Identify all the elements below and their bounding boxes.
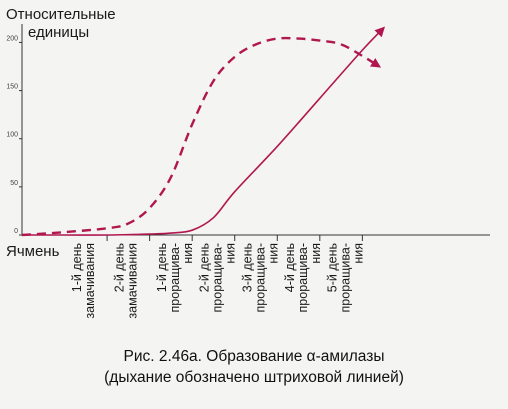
x-tick-label: 2-й день замачивания — [113, 243, 140, 319]
x-tick-label-line: ния — [224, 243, 238, 264]
x-tick-label-line: проращива- — [296, 243, 310, 312]
y-tick-label: 50 — [10, 180, 18, 187]
y-tick-label: 100 — [6, 132, 18, 139]
x-tick-label: 5-й день проращива-ния — [325, 243, 365, 312]
x-tick-label-line: 2-й день — [198, 243, 212, 292]
x-tick-label-line: 2-й день — [113, 243, 127, 292]
x-tick-label-line: проращива- — [168, 243, 182, 312]
x-tick-label-line: проращива- — [253, 243, 267, 312]
x-tick-label: 1-й день проращива-ния — [155, 243, 195, 312]
x-tick-label-line: проращива- — [211, 243, 225, 312]
respiration-dashed-line — [21, 36, 382, 237]
x-tick-label-line: проращива- — [338, 243, 352, 312]
y-axis-title: Относительные единицы — [6, 6, 116, 42]
x-tick-label-line: 1-й день — [155, 243, 169, 292]
x-tick-label: 1-й день замачивания — [70, 243, 97, 319]
x-tick-label-line: ния — [309, 243, 323, 264]
figure-caption: Рис. 2.46а. Образование α-амилазы (дыхан… — [0, 346, 508, 388]
x-tick-label-line: ния — [266, 243, 280, 264]
x-tick-label: 2-й день проращива-ния — [198, 243, 238, 312]
x-tick-label-line: ния — [351, 243, 365, 264]
x-axis-title: Ячмень — [6, 243, 60, 260]
caption-line2: (дыхание обозначено штриховой линией) — [104, 369, 404, 386]
chart-axes — [21, 24, 490, 236]
amylase-solid-line — [22, 26, 386, 236]
x-tick-label: 3-й день проращива-ния — [240, 243, 280, 312]
y-axis-title-line1: Относительные — [6, 6, 116, 23]
x-tick-label-line: ния — [181, 243, 195, 264]
x-tick-label-line: 5-й день — [325, 243, 339, 292]
y-tick-label: 0 — [14, 228, 18, 235]
x-tick-label-line: замачивания — [126, 243, 140, 319]
x-tick-label-line: замачивания — [83, 243, 97, 319]
x-tick-label-line: 3-й день — [240, 243, 254, 292]
chart-series — [21, 26, 386, 237]
caption-line1: Рис. 2.46а. Образование α-амилазы — [123, 348, 385, 365]
x-tick-label: 4-й день проращива-ния — [283, 243, 323, 312]
y-axis-title-line2: единицы — [28, 24, 90, 41]
x-tick-label-line: 4-й день — [283, 243, 297, 292]
y-tick-label: 200 — [6, 35, 18, 42]
x-tick-label-line: 1-й день — [70, 243, 84, 292]
y-tick-label: 150 — [6, 84, 18, 91]
